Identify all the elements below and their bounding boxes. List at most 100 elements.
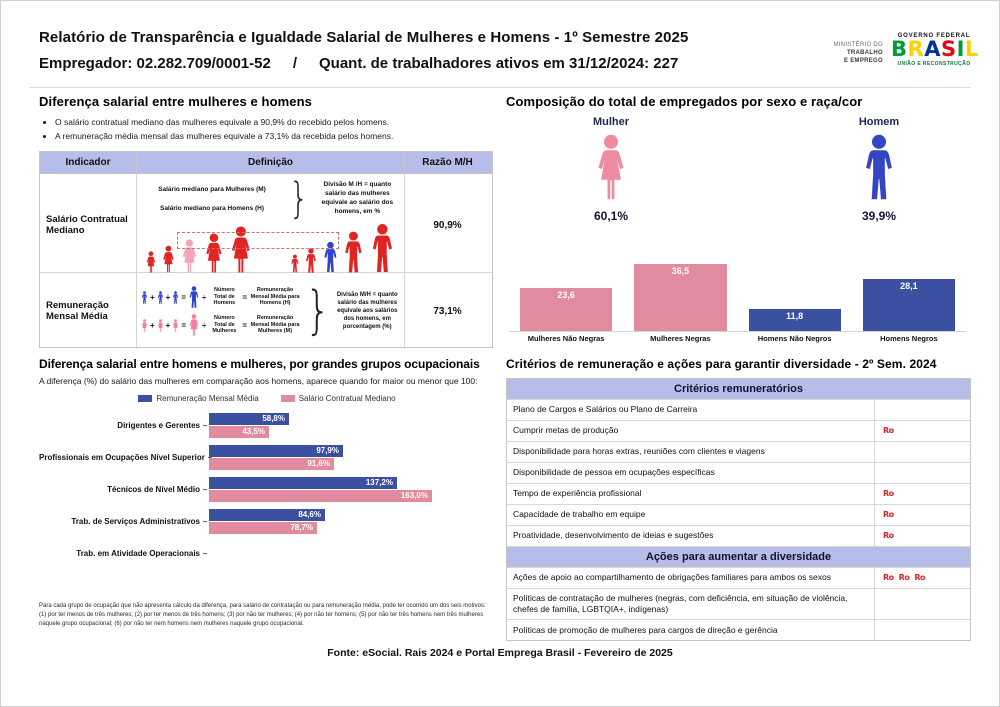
woman-icon bbox=[188, 314, 200, 336]
man-icon bbox=[141, 291, 148, 304]
legend-swatch bbox=[280, 395, 295, 402]
legend-swatch bbox=[138, 395, 153, 402]
female-block: Mulher 60,1% bbox=[576, 116, 646, 223]
male-block: Homem 39,9% bbox=[844, 116, 914, 223]
brasil-letter: A bbox=[924, 37, 941, 61]
woman-icon bbox=[161, 245, 176, 273]
criteria-row: Políticas de contratação de mulheres (ne… bbox=[507, 588, 970, 620]
bar-value-label: 97,9% bbox=[316, 446, 339, 455]
source-footer: Fonte: eSocial. Rais 2024 e Portal Empre… bbox=[327, 647, 673, 659]
bar-remunera-o-mensal-m-dia: 58,8% bbox=[209, 413, 289, 425]
salary-gap-table: Indicador Definição Razão M/H Salário Co… bbox=[39, 151, 493, 349]
indicator-median-salary: Salário Contratual Mediano bbox=[40, 174, 137, 276]
section-salary-gap: Diferença salarial entre mulheres e home… bbox=[39, 94, 494, 143]
median-men-label: Salário mediano para Homens (H) bbox=[159, 204, 265, 212]
brace-icon: } bbox=[305, 281, 331, 341]
criteria-marker-icon: Ro bbox=[914, 573, 925, 582]
bar-3: 11,8 bbox=[748, 309, 841, 331]
bar-remunera-o-mensal-m-dia: 97,9% bbox=[209, 445, 343, 457]
criteria-row: Disponibilidade para horas extras, reuni… bbox=[507, 441, 970, 462]
men-average-equation: + + = ÷ Número Total de Homens = Remuner… bbox=[141, 286, 301, 308]
criteria-row: Políticas de promoção de mulheres para c… bbox=[507, 619, 970, 641]
occupation-bars: 58,8% 43,5% bbox=[209, 413, 494, 438]
criteria-marker-icon: Ro bbox=[883, 489, 894, 498]
criteria-label: Disponibilidade de pessoa em ocupações e… bbox=[513, 467, 715, 478]
gov-logo-top: GOVERNO FEDERAL bbox=[897, 33, 971, 39]
criteria-row: Tempo de experiência profissional Ro bbox=[507, 483, 970, 504]
men-result: Remuneração Mensal Média para Homens (H) bbox=[250, 287, 300, 307]
salary-gap-bullets: O salário contratual mediano das mulhere… bbox=[45, 116, 494, 143]
occupation-group: Profissionais em Ocupações Nível Superio… bbox=[39, 445, 494, 470]
male-percent: 39,9% bbox=[861, 209, 897, 223]
criteria-row: Proatividade, desenvolvimento de ideias … bbox=[507, 525, 970, 546]
criteria-marker-icon: Ro bbox=[898, 573, 910, 582]
salary-gap-title: Diferença salarial entre mulheres e home… bbox=[39, 94, 312, 109]
bar-sal-rio-contratual-mediano: 78,7% bbox=[209, 522, 317, 534]
criteria-label: Plano de Cargos e Salários ou Plano de C… bbox=[513, 404, 698, 415]
median-women-label: Salário mediano para Mulheres (M) bbox=[158, 185, 266, 193]
criteria-marker-icon: Ro bbox=[883, 573, 894, 582]
bullet-median-salary: O salário contratual mediano das mulhere… bbox=[55, 116, 494, 130]
brasil-logo: BRASIL bbox=[891, 37, 978, 61]
bar-remunera-o-mensal-m-dia: 137,2% bbox=[209, 477, 397, 489]
brasil-letter: R bbox=[907, 37, 925, 61]
criteria-marker-icon: Ro bbox=[883, 531, 894, 540]
criteria-row: Plano de Cargos e Salários ou Plano de C… bbox=[507, 399, 970, 420]
bullet-mean-remuneration: A remuneração média mensal das mulheres … bbox=[55, 130, 494, 144]
ministry-line2: TRABALHO bbox=[846, 50, 883, 57]
criteria-label: Proatividade, desenvolvimento de ideias … bbox=[513, 530, 714, 541]
occupation-bars: 84,6% 78,7% bbox=[209, 509, 494, 534]
bar-1: 23,6 bbox=[520, 288, 613, 331]
criteria-label: Ações de apoio ao compartilhamento de ob… bbox=[513, 572, 831, 583]
bar-sal-rio-contratual-mediano: 91,6% bbox=[209, 458, 334, 470]
criteria-diversity-header: Ações para aumentar a diversidade bbox=[507, 546, 970, 567]
occupation-bars: 137,2% 163,0% bbox=[209, 477, 494, 502]
woman-icon bbox=[157, 319, 164, 332]
indicator-mean-remuneration: Remuneração Mensal Média bbox=[40, 273, 137, 349]
occupational-subtitle: A diferença (%) do salário das mulheres … bbox=[39, 376, 478, 386]
occupation-group: Trab. de Serviços Administrativos 84,6% 78… bbox=[39, 509, 494, 534]
ratio-mean: 73,1% bbox=[433, 305, 462, 317]
occupation-label: Trab. em Atividade Operacionais bbox=[39, 549, 209, 558]
col-indicator: Indicador bbox=[40, 152, 137, 173]
ratio-median: 90,9% bbox=[433, 219, 462, 231]
criteria-label: Cumprir metas de produção bbox=[513, 425, 619, 436]
bar-remunera-o-mensal-m-dia: 84,6% bbox=[209, 509, 325, 521]
man-icon bbox=[188, 286, 200, 308]
women-average-equation: + + = ÷ Número Total de Mulheres = Remun… bbox=[141, 314, 301, 336]
criteria-row: Ações de apoio ao compartilhamento de ob… bbox=[507, 567, 970, 588]
bar-value-label: 84,6% bbox=[298, 510, 321, 519]
man-icon bbox=[304, 248, 318, 273]
brace-icon: } bbox=[289, 174, 309, 224]
occupation-bars: 97,9% 91,6% bbox=[209, 445, 494, 470]
bar-group: 23,6 bbox=[520, 246, 613, 331]
composition-bar-chart: 23,6 36,5 11,8 28,1 bbox=[509, 246, 966, 332]
criteria-markers bbox=[874, 400, 970, 420]
criteria-markers bbox=[874, 463, 970, 483]
criteria-markers: Ro bbox=[874, 421, 970, 441]
median-highlight-box bbox=[177, 232, 339, 249]
bar-value-label: 43,5% bbox=[242, 427, 265, 436]
woman-icon bbox=[141, 319, 148, 332]
bar-value-label: 58,8% bbox=[262, 414, 285, 423]
diversity-rows: Ações de apoio ao compartilhamento de ob… bbox=[507, 567, 970, 641]
chart-legend: Remuneração Mensal Média Salário Contratu… bbox=[39, 394, 495, 403]
bar-value-label: 137,2% bbox=[365, 478, 393, 487]
man-icon bbox=[157, 291, 164, 304]
active-workers: Quant. de trabalhadores ativos em 31/12/… bbox=[318, 55, 679, 72]
occupational-title: Diferença salarial entre homens e mulher… bbox=[39, 357, 480, 371]
report-title: Relatório de Transparência e Igualdade S… bbox=[39, 29, 689, 46]
criteria-title: Critérios de remuneração e ações para ga… bbox=[506, 357, 937, 371]
criteria-row: Capacidade de trabalho em equipe Ro bbox=[507, 504, 970, 525]
gov-logo-bottom: UNIÃO E RECONSTRUÇÃO bbox=[897, 61, 971, 67]
man-icon bbox=[861, 134, 897, 200]
criteria-row: Disponibilidade de pessoa em ocupações e… bbox=[507, 462, 970, 483]
criteria-markers: Ro bbox=[874, 505, 970, 525]
subtitle-separator: / bbox=[292, 55, 297, 72]
composition-category-labels: Mulheres Não Negras Mulheres Negras Homens… bbox=[509, 334, 966, 343]
man-icon bbox=[172, 291, 179, 304]
criteria-label: Disponibilidade para horas extras, reuni… bbox=[513, 446, 765, 457]
category-label: Homens Negros bbox=[880, 334, 938, 343]
men-divisor: Número Total de Homens bbox=[213, 287, 236, 307]
